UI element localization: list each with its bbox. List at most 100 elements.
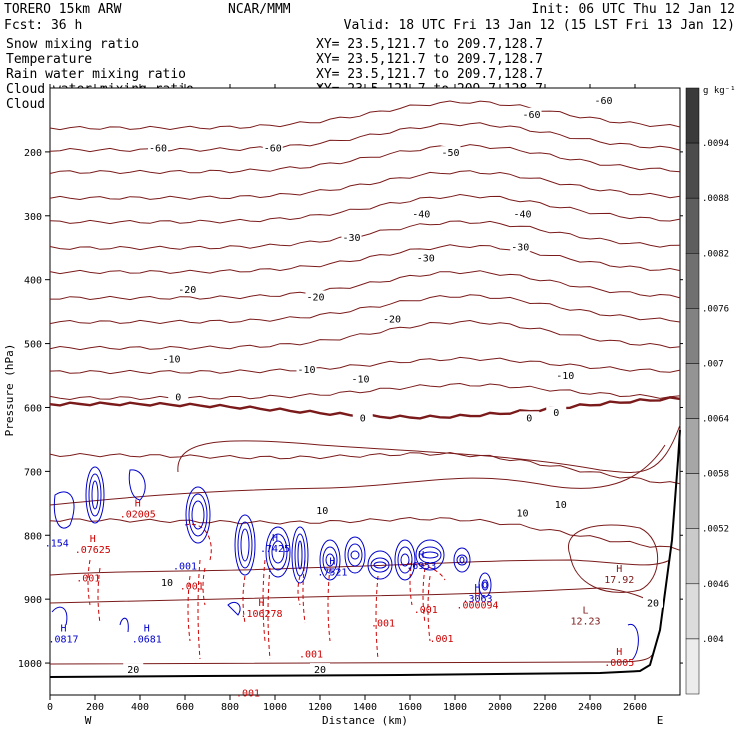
temperature-contour-label: -40 bbox=[412, 210, 430, 221]
colorbar-tick-label: .0046 bbox=[702, 580, 729, 590]
temperature-label-bg bbox=[382, 312, 402, 324]
isotherm-line bbox=[50, 270, 681, 301]
x-end-label-east: E bbox=[657, 714, 664, 727]
x-tick-label: 2600 bbox=[623, 702, 647, 713]
isotherm-line bbox=[49, 444, 666, 506]
colorbar-swatch bbox=[685, 363, 700, 419]
temperature-contour-label: -20 bbox=[178, 285, 196, 296]
temperature-contour-label: -30 bbox=[342, 233, 360, 244]
temperature-contour-label: -60 bbox=[149, 144, 167, 155]
colorbar-swatch bbox=[685, 583, 700, 640]
isotherm-line bbox=[49, 144, 681, 175]
rain-water-contour bbox=[427, 575, 431, 642]
extremum-marker: H bbox=[329, 556, 335, 567]
temperature-label-bg bbox=[305, 290, 326, 302]
mixing-ratio-label: .001 bbox=[76, 574, 100, 585]
colorbar-tick-label: .0088 bbox=[702, 194, 729, 204]
colorbar-swatch bbox=[685, 197, 700, 254]
rain-water-contour bbox=[97, 567, 101, 624]
x-tick-label: 2000 bbox=[488, 702, 512, 713]
temperature-contour-label: 10 bbox=[161, 578, 173, 589]
cloud-water-contour bbox=[482, 581, 488, 589]
cloud-water-contour bbox=[370, 557, 390, 573]
x-tick-label: 1000 bbox=[263, 702, 287, 713]
forecast-hour: Fcst: 36 h bbox=[4, 18, 82, 33]
temperature-contour-label: 20 bbox=[127, 665, 139, 676]
extremum-marker: H bbox=[258, 598, 264, 609]
temperature-contour-label: -40 bbox=[513, 210, 531, 221]
isotherm-closed-line bbox=[567, 524, 659, 593]
temperature-contour-label: 10 bbox=[316, 506, 328, 517]
temperature-label-bg bbox=[521, 107, 542, 119]
temperature-label-bg bbox=[643, 596, 663, 608]
cloud-water-contour bbox=[373, 561, 387, 569]
temperature-label-bg bbox=[512, 506, 533, 518]
rain-water-contour bbox=[262, 559, 266, 642]
cloud-water-contour bbox=[185, 486, 211, 544]
y-tick-label: 300 bbox=[24, 212, 42, 223]
cloud-water-contour bbox=[418, 546, 442, 564]
extremum-value: .106278 bbox=[240, 609, 282, 620]
cloud-water-contour bbox=[188, 493, 208, 537]
cloud-water-contour bbox=[397, 546, 413, 574]
temperature-label-bg bbox=[262, 141, 283, 153]
temperature-label-bg bbox=[312, 503, 333, 515]
terrain-line bbox=[49, 429, 681, 678]
plot-frame bbox=[49, 87, 681, 696]
temperature-contour-label: -10 bbox=[162, 355, 180, 366]
extremum-marker: H bbox=[474, 590, 480, 601]
cloud-water-contour bbox=[400, 553, 410, 567]
extremum-marker: H bbox=[616, 647, 622, 658]
colorbar-swatch bbox=[685, 87, 700, 144]
extremum-value: .7425 bbox=[260, 544, 290, 555]
y-tick-label: 700 bbox=[24, 467, 42, 478]
mixing-ratio-label: .001 bbox=[173, 562, 197, 573]
temperature-label-bg bbox=[350, 372, 371, 384]
extremum-marker: H bbox=[60, 623, 66, 634]
cloud-water-contour bbox=[453, 547, 471, 573]
temperature-contour-label: 10 bbox=[516, 509, 528, 520]
temperature-label-bg bbox=[415, 251, 436, 263]
cloud-water-contour bbox=[53, 491, 75, 529]
legend-entry-xy: XY= 23.5,121.7 to 209.7,128.7 bbox=[316, 52, 543, 67]
temperature-label-bg bbox=[550, 498, 571, 510]
colorbar-swatch bbox=[685, 418, 700, 474]
y-tick-label: 1000 bbox=[18, 659, 42, 670]
x-tick-label: 2400 bbox=[578, 702, 602, 713]
extremum-value: .02005 bbox=[120, 509, 156, 520]
temperature-label-bg bbox=[123, 663, 144, 675]
extremum-value: 17.92 bbox=[604, 575, 634, 586]
colorbar-swatch bbox=[685, 253, 700, 309]
mixing-ratio-label: .001 bbox=[414, 605, 438, 616]
rain-water-contour bbox=[375, 575, 379, 660]
colorbar-tick-label: .0076 bbox=[702, 304, 729, 314]
cloud-water-contour bbox=[394, 539, 416, 581]
legend-entry-name: Rain water mixing ratio bbox=[6, 67, 186, 82]
x-end-label-west: W bbox=[85, 714, 92, 727]
cloud-water-contour bbox=[319, 539, 341, 581]
cloud-water-contour bbox=[240, 528, 250, 562]
rain-water-contour bbox=[187, 575, 191, 642]
cloud-water-contour bbox=[91, 480, 99, 510]
temperature-label-bg bbox=[168, 390, 189, 402]
x-tick-label: 1200 bbox=[308, 702, 332, 713]
y-tick-label: 600 bbox=[24, 403, 42, 414]
extremum-marker: H bbox=[135, 498, 141, 509]
temperature-label-bg bbox=[546, 406, 567, 418]
y-axis-label: Pressure (hPa) bbox=[3, 344, 16, 437]
extremum-value: .07625 bbox=[75, 545, 111, 556]
cloud-water-contour bbox=[271, 540, 285, 564]
temperature-contour-label: -20 bbox=[383, 314, 401, 325]
extremum-value: 12.23 bbox=[570, 617, 600, 628]
rain-water-contour bbox=[202, 567, 206, 606]
cloud-water-contour bbox=[237, 521, 253, 569]
temperature-label-bg bbox=[512, 207, 533, 219]
y-tick-label: 400 bbox=[24, 276, 42, 287]
isotherm-line bbox=[49, 356, 681, 375]
temperature-label-bg bbox=[555, 369, 576, 381]
temperature-label-bg bbox=[352, 411, 373, 423]
temperature-contour-label: -10 bbox=[351, 374, 369, 385]
cloud-water-contour bbox=[294, 533, 306, 577]
extremum-value: .3063 bbox=[462, 594, 492, 605]
